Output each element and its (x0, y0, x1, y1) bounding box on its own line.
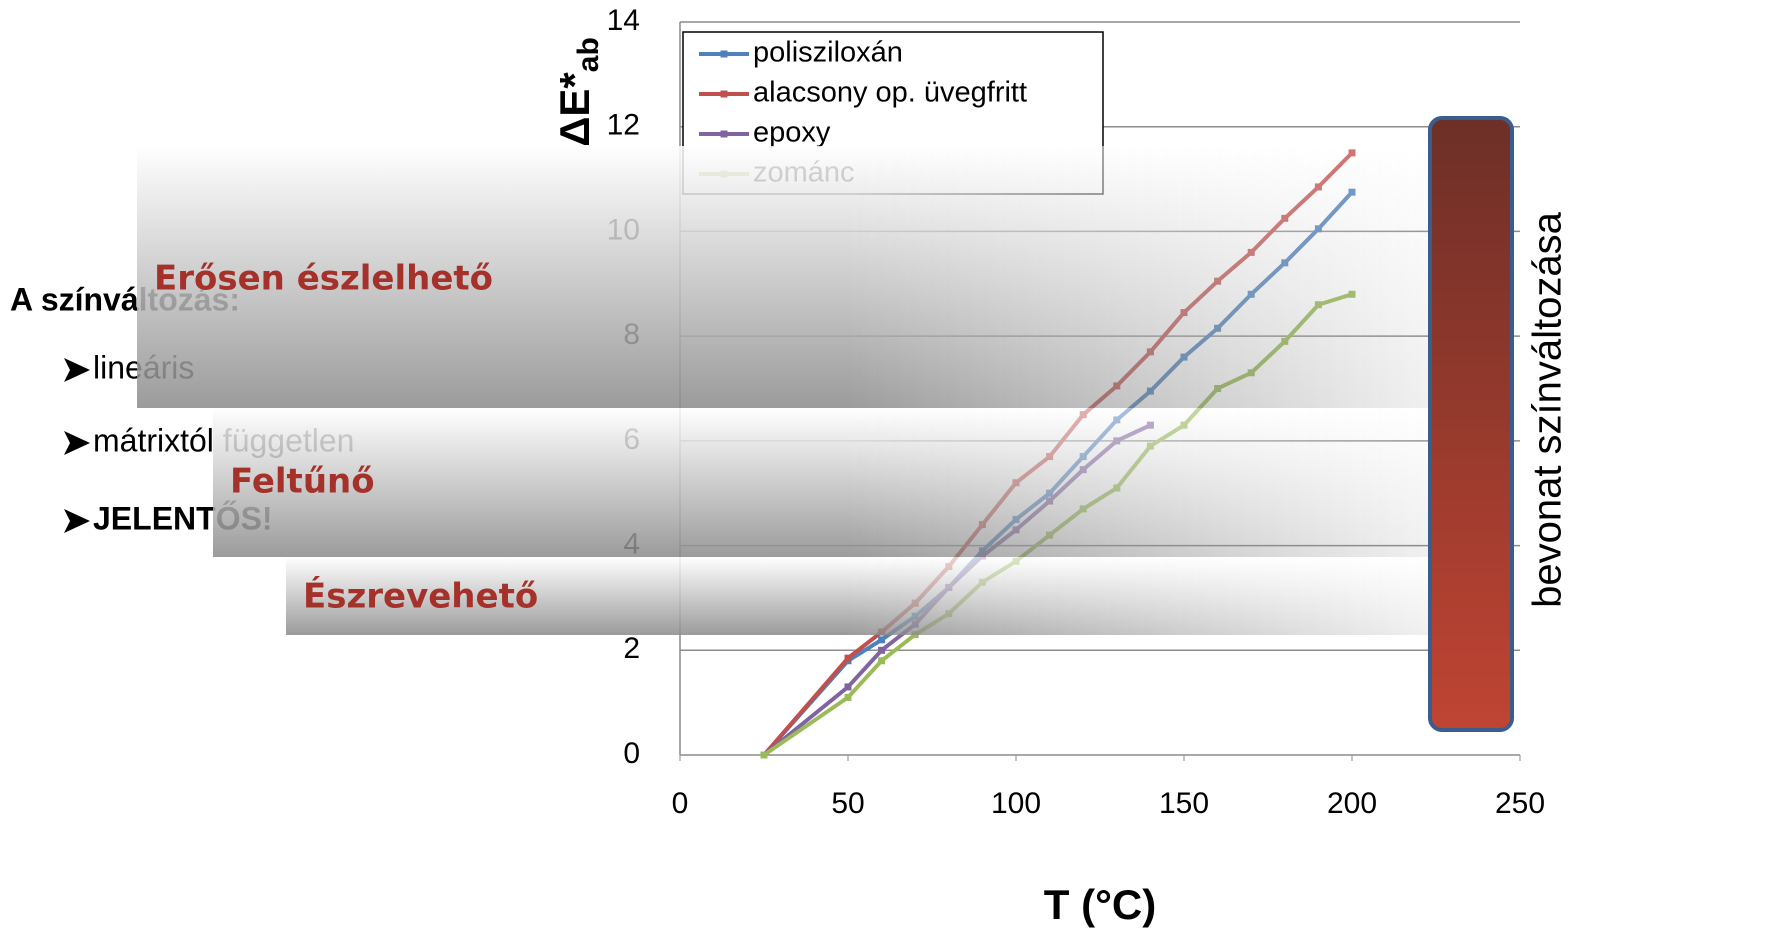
band-label: Erősen észlelhető (154, 259, 493, 299)
bullet-arrow (64, 509, 90, 533)
x-tick-label: 0 (672, 787, 689, 820)
x-tick-label: 200 (1327, 787, 1377, 820)
y-tick-label: 12 (607, 109, 640, 142)
point (878, 636, 886, 644)
band (286, 557, 1430, 635)
point (878, 646, 886, 654)
legend-marker (720, 90, 728, 98)
color-bar (1428, 116, 1514, 732)
bullet-arrow (64, 358, 90, 382)
side-bar-label: bevonat színváltozása (1526, 211, 1570, 608)
y-axis-title-main: ΔE* (551, 72, 598, 147)
x-tick-label: 50 (831, 787, 864, 820)
x-tick-label: 100 (991, 787, 1041, 820)
legend-marker (720, 50, 728, 58)
y-tick-label: 2 (623, 632, 640, 665)
x-axis-title: T (°C) (1044, 881, 1156, 928)
legend-label: alacsony op. üvegfritt (753, 77, 1027, 109)
legend-label: epoxy (753, 117, 831, 149)
y-tick-label: 14 (607, 4, 640, 37)
legend-label: polisziloxán (753, 37, 903, 69)
y-axis-title-sub: ab (572, 37, 605, 72)
x-tick-label: 250 (1495, 787, 1545, 820)
band (213, 408, 1430, 557)
point (844, 654, 852, 662)
band (137, 146, 1430, 408)
bands (137, 146, 1430, 635)
bullet-arrow (64, 431, 90, 455)
point (878, 657, 886, 665)
point (844, 693, 852, 701)
y-axis-title: ΔE*ab (551, 37, 605, 147)
y-tick-label: 0 (623, 737, 640, 770)
legend-marker (720, 130, 728, 138)
band-label: Feltűnő (230, 462, 375, 502)
point (844, 683, 852, 691)
x-tick-label: 150 (1159, 787, 1209, 820)
band-label: Észrevehető (303, 576, 538, 617)
point (760, 751, 768, 759)
